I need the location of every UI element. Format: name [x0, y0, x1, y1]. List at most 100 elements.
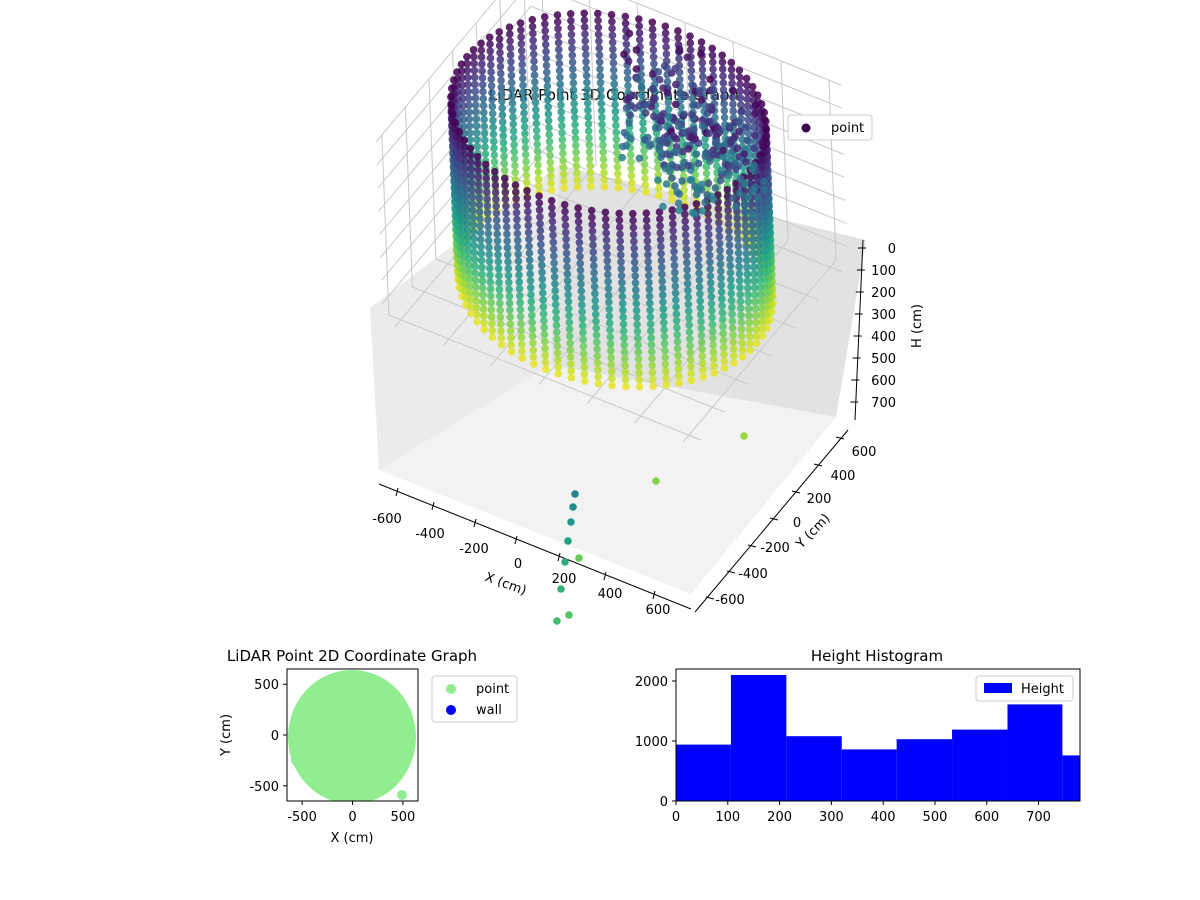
lidar-point — [587, 169, 595, 177]
y-axis-label-2d: Y (cm) — [219, 714, 234, 757]
lidar-point — [552, 308, 560, 316]
lidar-point — [590, 262, 598, 270]
lidar-point — [736, 277, 744, 285]
legend-histogram[interactable]: Height — [976, 676, 1073, 701]
lidar-point — [502, 189, 510, 197]
lidar-point — [724, 207, 732, 215]
lidar-point — [706, 76, 714, 84]
lidar-point — [507, 65, 515, 73]
y-tick-3d — [748, 545, 756, 547]
lidar-point — [471, 88, 479, 96]
lidar-point — [622, 13, 630, 21]
lidar-point — [720, 344, 728, 352]
lidar-point-outlier — [571, 490, 579, 498]
lidar-point — [727, 269, 735, 277]
lidar-point — [503, 216, 511, 224]
lidar-point — [619, 293, 627, 301]
lidar-point — [631, 251, 639, 259]
lidar-point — [563, 263, 571, 271]
lidar-point — [518, 347, 526, 355]
lidar-point — [693, 150, 701, 158]
lidar-point — [530, 44, 538, 52]
lidar-point — [520, 109, 528, 117]
lidar-point — [636, 383, 644, 391]
lidar-point — [596, 51, 604, 59]
lidar-point — [548, 186, 556, 194]
lidar-point — [539, 282, 547, 290]
histogram-bar — [842, 749, 897, 801]
lidar-point — [551, 273, 559, 281]
lidar-point — [641, 136, 649, 144]
lidar-point — [701, 199, 709, 207]
lidar-point — [474, 153, 482, 161]
lidar-point — [536, 220, 544, 228]
lidar-point — [659, 203, 667, 211]
lidar-point — [649, 86, 657, 94]
lidar-point — [627, 135, 635, 143]
lidar-point — [666, 151, 674, 159]
lidar-point — [669, 213, 677, 221]
lidar-point — [569, 72, 577, 80]
lidar-point — [595, 380, 603, 388]
lidar-point — [719, 323, 727, 331]
lidar-point — [592, 304, 600, 312]
lidar-point — [686, 328, 694, 336]
lidar-point — [557, 108, 565, 116]
lidar-point — [661, 354, 669, 362]
lidar-point — [630, 245, 638, 253]
lidar-point — [510, 120, 518, 128]
lidar-point — [594, 17, 602, 25]
lidar-point — [487, 299, 495, 307]
lidar-point — [490, 130, 498, 138]
lidar-point — [741, 200, 749, 208]
lidar-point — [646, 142, 654, 150]
lidar-point — [578, 294, 586, 302]
lidar-point — [541, 345, 549, 353]
lidar-point — [501, 175, 509, 183]
lidar-point — [489, 124, 497, 132]
z-axis-label-3d: H (cm) — [910, 304, 925, 348]
y-tick-label-2d: -500 — [249, 780, 279, 795]
lidar-point — [541, 27, 549, 35]
lidar-point — [558, 115, 566, 123]
lidar-point — [540, 303, 548, 311]
lidar-point — [536, 213, 544, 221]
lidar-point — [583, 79, 591, 87]
lidar-point — [529, 339, 537, 347]
lidar-point — [671, 276, 679, 284]
lidar-point — [706, 245, 714, 253]
lidar-point — [736, 270, 744, 278]
lidar-point — [609, 39, 617, 47]
lidar-point — [527, 284, 535, 292]
lidar-point — [548, 204, 556, 212]
lidar-point — [643, 230, 651, 238]
lidar-point — [613, 136, 621, 144]
lidar-point — [497, 327, 505, 335]
lidar-point — [540, 317, 548, 325]
lidar-point — [728, 59, 736, 67]
lidar-point — [606, 326, 614, 334]
lidar-point — [627, 151, 635, 159]
point-cloud-2d-edge — [291, 754, 303, 766]
lidar-point — [703, 191, 711, 199]
lidar-point — [633, 65, 641, 73]
lidar-point — [671, 262, 679, 270]
lidar-point — [565, 312, 573, 320]
lidar-point — [659, 291, 667, 299]
lidar-point — [489, 117, 497, 125]
legend-3d[interactable]: point — [788, 115, 872, 140]
lidar-point — [657, 243, 665, 251]
lidar-point — [658, 257, 666, 265]
legend-2d[interactable]: point wall — [432, 676, 517, 722]
legend-3d-label: point — [831, 121, 864, 136]
lidar-point — [657, 250, 665, 258]
lidar-point — [738, 332, 746, 340]
lidar-point — [643, 209, 651, 217]
lidar-point — [574, 204, 582, 212]
lidar-point — [634, 328, 642, 336]
lidar-point — [686, 335, 694, 343]
lidar-point — [597, 72, 605, 80]
lidar-point — [616, 237, 624, 245]
lidar-point — [545, 117, 553, 125]
